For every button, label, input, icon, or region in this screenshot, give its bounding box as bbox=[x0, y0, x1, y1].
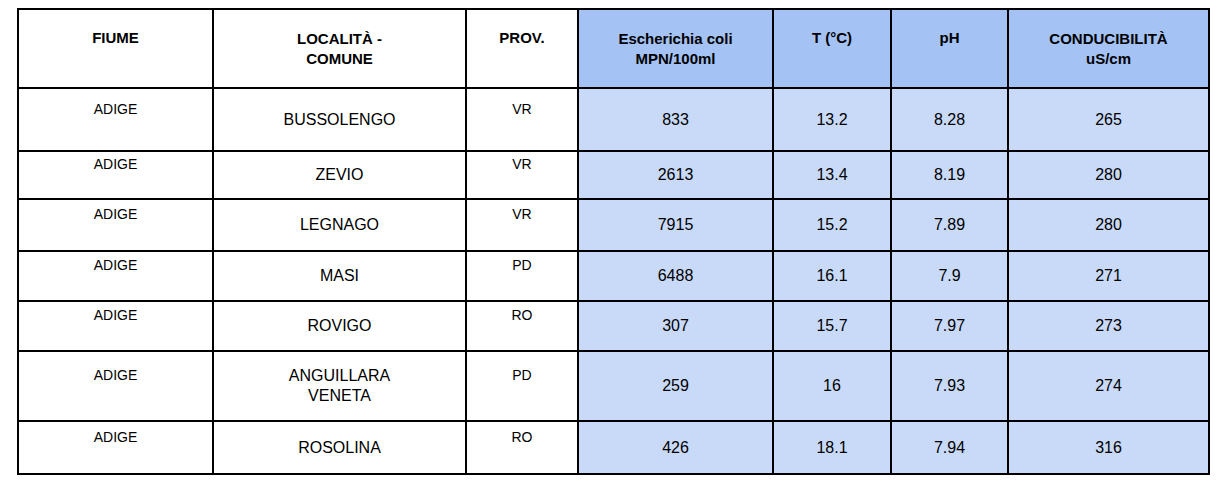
cell-fiume: ADIGE bbox=[18, 88, 213, 151]
cell-conducibilita: 280 bbox=[1008, 199, 1209, 251]
cell-localita: LEGNAGO bbox=[213, 199, 466, 251]
column-header-ph: pH bbox=[891, 9, 1008, 88]
cell-temperature: 16.1 bbox=[773, 251, 891, 301]
cell-escherichia-coli: 307 bbox=[578, 301, 773, 351]
cell-localita: ANGUILLARA VENETA bbox=[213, 351, 466, 421]
cell-temperature: 15.2 bbox=[773, 199, 891, 251]
cell-temperature: 16 bbox=[773, 351, 891, 421]
table-row: ADIGE ANGUILLARA VENETA PD 259 16 7.93 2… bbox=[18, 351, 1209, 421]
cell-ph: 8.19 bbox=[891, 151, 1008, 199]
cell-conducibilita: 271 bbox=[1008, 251, 1209, 301]
table-row: ADIGE ZEVIO VR 2613 13.4 8.19 280 bbox=[18, 151, 1209, 199]
cell-prov: RO bbox=[466, 421, 578, 474]
cell-fiume: ADIGE bbox=[18, 199, 213, 251]
cell-escherichia-coli: 426 bbox=[578, 421, 773, 474]
cell-fiume: ADIGE bbox=[18, 251, 213, 301]
cell-conducibilita: 274 bbox=[1008, 351, 1209, 421]
cell-ph: 7.97 bbox=[891, 301, 1008, 351]
cell-conducibilita: 316 bbox=[1008, 421, 1209, 474]
cell-ph: 8.28 bbox=[891, 88, 1008, 151]
cell-prov: PD bbox=[466, 351, 578, 421]
cell-fiume: ADIGE bbox=[18, 351, 213, 421]
cell-localita: ZEVIO bbox=[213, 151, 466, 199]
cell-prov: VR bbox=[466, 88, 578, 151]
cell-prov: PD bbox=[466, 251, 578, 301]
cell-localita: ROSOLINA bbox=[213, 421, 466, 474]
page-canvas: FIUME LOCALITÀ - COMUNE PROV. Escherichi… bbox=[0, 0, 1217, 484]
cell-temperature: 18.1 bbox=[773, 421, 891, 474]
cell-escherichia-coli: 259 bbox=[578, 351, 773, 421]
table-row: ADIGE LEGNAGO VR 7915 15.2 7.89 280 bbox=[18, 199, 1209, 251]
cell-localita: BUSSOLENGO bbox=[213, 88, 466, 151]
cell-temperature: 13.4 bbox=[773, 151, 891, 199]
column-header-escherichia-coli: Escherichia coli MPN/100ml bbox=[578, 9, 773, 88]
column-header-localita-comune: LOCALITÀ - COMUNE bbox=[213, 9, 466, 88]
column-header-fiume: FIUME bbox=[18, 9, 213, 88]
cell-fiume: ADIGE bbox=[18, 151, 213, 199]
table-row: ADIGE MASI PD 6488 16.1 7.9 271 bbox=[18, 251, 1209, 301]
cell-prov: RO bbox=[466, 301, 578, 351]
cell-prov: VR bbox=[466, 199, 578, 251]
cell-conducibilita: 265 bbox=[1008, 88, 1209, 151]
cell-temperature: 15.7 bbox=[773, 301, 891, 351]
column-header-conducibilita: CONDUCIBILITÀ uS/cm bbox=[1008, 9, 1209, 88]
cell-fiume: ADIGE bbox=[18, 421, 213, 474]
cell-prov: VR bbox=[466, 151, 578, 199]
cell-escherichia-coli: 6488 bbox=[578, 251, 773, 301]
cell-fiume: ADIGE bbox=[18, 301, 213, 351]
table-row: ADIGE ROVIGO RO 307 15.7 7.97 273 bbox=[18, 301, 1209, 351]
cell-ph: 7.94 bbox=[891, 421, 1008, 474]
table-row: ADIGE ROSOLINA RO 426 18.1 7.94 316 bbox=[18, 421, 1209, 474]
column-header-prov: PROV. bbox=[466, 9, 578, 88]
cell-escherichia-coli: 833 bbox=[578, 88, 773, 151]
cell-localita: ROVIGO bbox=[213, 301, 466, 351]
cell-conducibilita: 280 bbox=[1008, 151, 1209, 199]
cell-temperature: 13.2 bbox=[773, 88, 891, 151]
table-header-row: FIUME LOCALITÀ - COMUNE PROV. Escherichi… bbox=[18, 9, 1209, 88]
cell-escherichia-coli: 7915 bbox=[578, 199, 773, 251]
column-header-temperature: T (°C) bbox=[773, 9, 891, 88]
cell-conducibilita: 273 bbox=[1008, 301, 1209, 351]
cell-localita: MASI bbox=[213, 251, 466, 301]
cell-escherichia-coli: 2613 bbox=[578, 151, 773, 199]
water-quality-table: FIUME LOCALITÀ - COMUNE PROV. Escherichi… bbox=[17, 8, 1210, 475]
cell-ph: 7.9 bbox=[891, 251, 1008, 301]
cell-ph: 7.89 bbox=[891, 199, 1008, 251]
cell-ph: 7.93 bbox=[891, 351, 1008, 421]
table-row: ADIGE BUSSOLENGO VR 833 13.2 8.28 265 bbox=[18, 88, 1209, 151]
